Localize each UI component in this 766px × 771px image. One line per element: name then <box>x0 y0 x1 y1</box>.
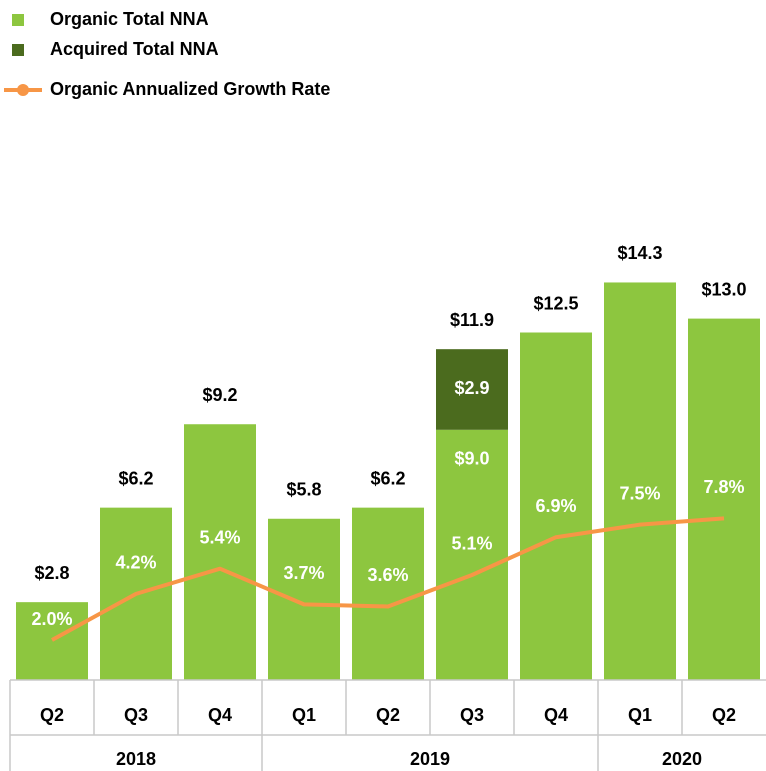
line <box>51 516 725 642</box>
bar <box>688 318 760 680</box>
x-tick-label: Q2 <box>376 705 400 725</box>
total-label: $12.5 <box>533 293 578 313</box>
total-label: $6.2 <box>118 468 153 488</box>
line-value-label: 3.7% <box>283 563 324 583</box>
line-value-label: 6.9% <box>535 496 576 516</box>
line-value-label: 5.1% <box>451 534 492 554</box>
x-tick-label: Q3 <box>124 705 148 725</box>
line-value-label: 3.6% <box>367 565 408 585</box>
x-tick-label: Q1 <box>628 705 652 725</box>
group-label: 2019 <box>410 749 450 769</box>
bar <box>184 424 256 680</box>
bar <box>436 429 508 680</box>
legend-swatch <box>12 14 24 26</box>
group-label: 2020 <box>662 749 702 769</box>
total-label: $5.8 <box>286 480 321 500</box>
total-label: $6.2 <box>370 468 405 488</box>
x-tick-label: Q4 <box>544 705 568 725</box>
x-tick-label: Q1 <box>292 705 316 725</box>
line-value-label: 7.8% <box>703 477 744 497</box>
line-value-label: 5.4% <box>199 527 240 547</box>
x-tick-label: Q2 <box>712 705 736 725</box>
legend-marker <box>17 84 29 96</box>
line-value-label: 2.0% <box>31 609 72 629</box>
bar <box>604 282 676 680</box>
x-tick-label: Q4 <box>208 705 232 725</box>
bar <box>16 602 88 680</box>
total-label: $11.9 <box>450 310 494 330</box>
legend-label: Acquired Total NNA <box>50 39 219 59</box>
legend-swatch <box>12 44 24 56</box>
total-label: $9.2 <box>202 385 237 405</box>
group-label: 2018 <box>116 749 156 769</box>
x-tick-label: Q3 <box>460 705 484 725</box>
line-value-label: 7.5% <box>619 483 660 503</box>
total-label: $14.3 <box>617 243 662 263</box>
bar <box>268 518 340 680</box>
legend-label: Organic Total NNA <box>50 9 209 29</box>
bar-value-label: $9.0 <box>454 449 489 469</box>
legend-label: Organic Annualized Growth Rate <box>50 79 330 99</box>
bar <box>436 349 508 430</box>
total-label: $2.8 <box>34 563 69 583</box>
bar <box>520 332 592 680</box>
total-label: $13.0 <box>701 279 746 299</box>
x-tick-label: Q2 <box>40 705 64 725</box>
bar <box>352 507 424 680</box>
line-value-label: 4.2% <box>115 553 156 573</box>
bar-value-label: $2.9 <box>454 378 489 398</box>
